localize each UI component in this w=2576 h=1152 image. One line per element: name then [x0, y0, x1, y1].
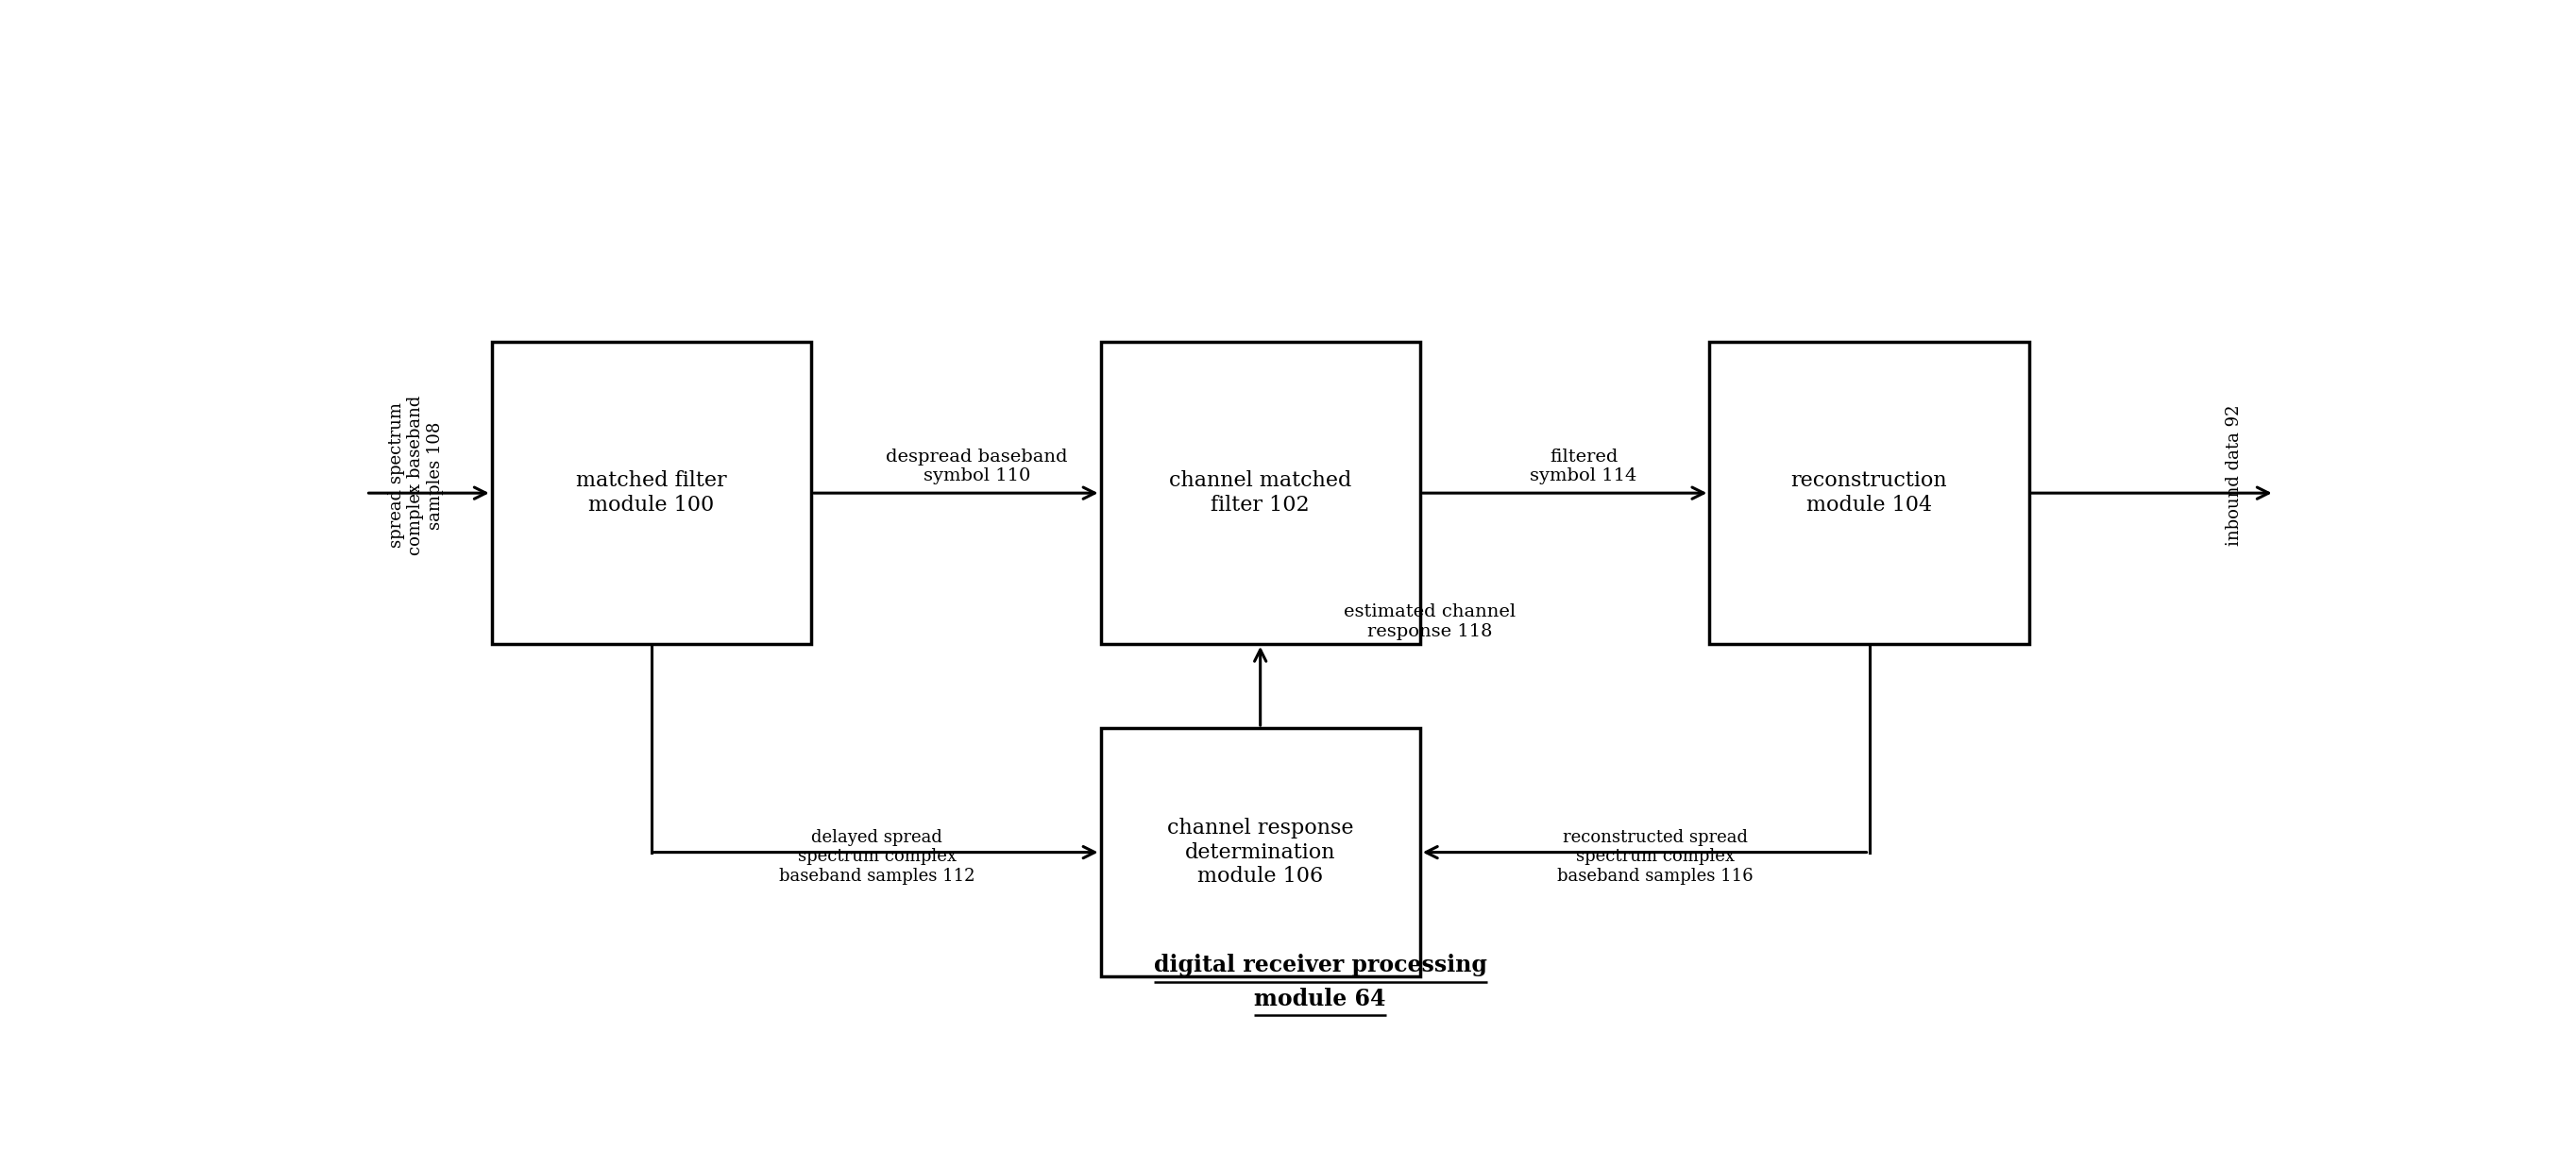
Text: reconstructed spread
spectrum complex
baseband samples 116: reconstructed spread spectrum complex ba…	[1558, 828, 1754, 885]
Text: channel response
determination
module 106: channel response determination module 10…	[1167, 818, 1352, 887]
Bar	[492, 342, 811, 644]
Text: despread baseband
symbol 110: despread baseband symbol 110	[886, 448, 1066, 485]
Text: matched filter
module 100: matched filter module 100	[577, 471, 726, 515]
Text: spread spectrum
complex baseband
samples 108: spread spectrum complex baseband samples…	[389, 395, 443, 555]
Text: digital receiver processing: digital receiver processing	[1154, 954, 1486, 976]
Text: channel matched
filter 102: channel matched filter 102	[1170, 471, 1352, 515]
Text: module 64: module 64	[1255, 987, 1386, 1010]
Bar	[1100, 728, 1419, 977]
Text: estimated channel
response 118: estimated channel response 118	[1345, 604, 1517, 641]
Text: reconstruction
module 104: reconstruction module 104	[1790, 471, 1947, 515]
Bar	[1710, 342, 2030, 644]
Text: inbound data 92: inbound data 92	[2226, 404, 2244, 546]
Text: delayed spread
spectrum complex
baseband samples 112: delayed spread spectrum complex baseband…	[778, 828, 974, 885]
Text: filtered
symbol 114: filtered symbol 114	[1530, 448, 1638, 485]
Bar	[1100, 342, 1419, 644]
